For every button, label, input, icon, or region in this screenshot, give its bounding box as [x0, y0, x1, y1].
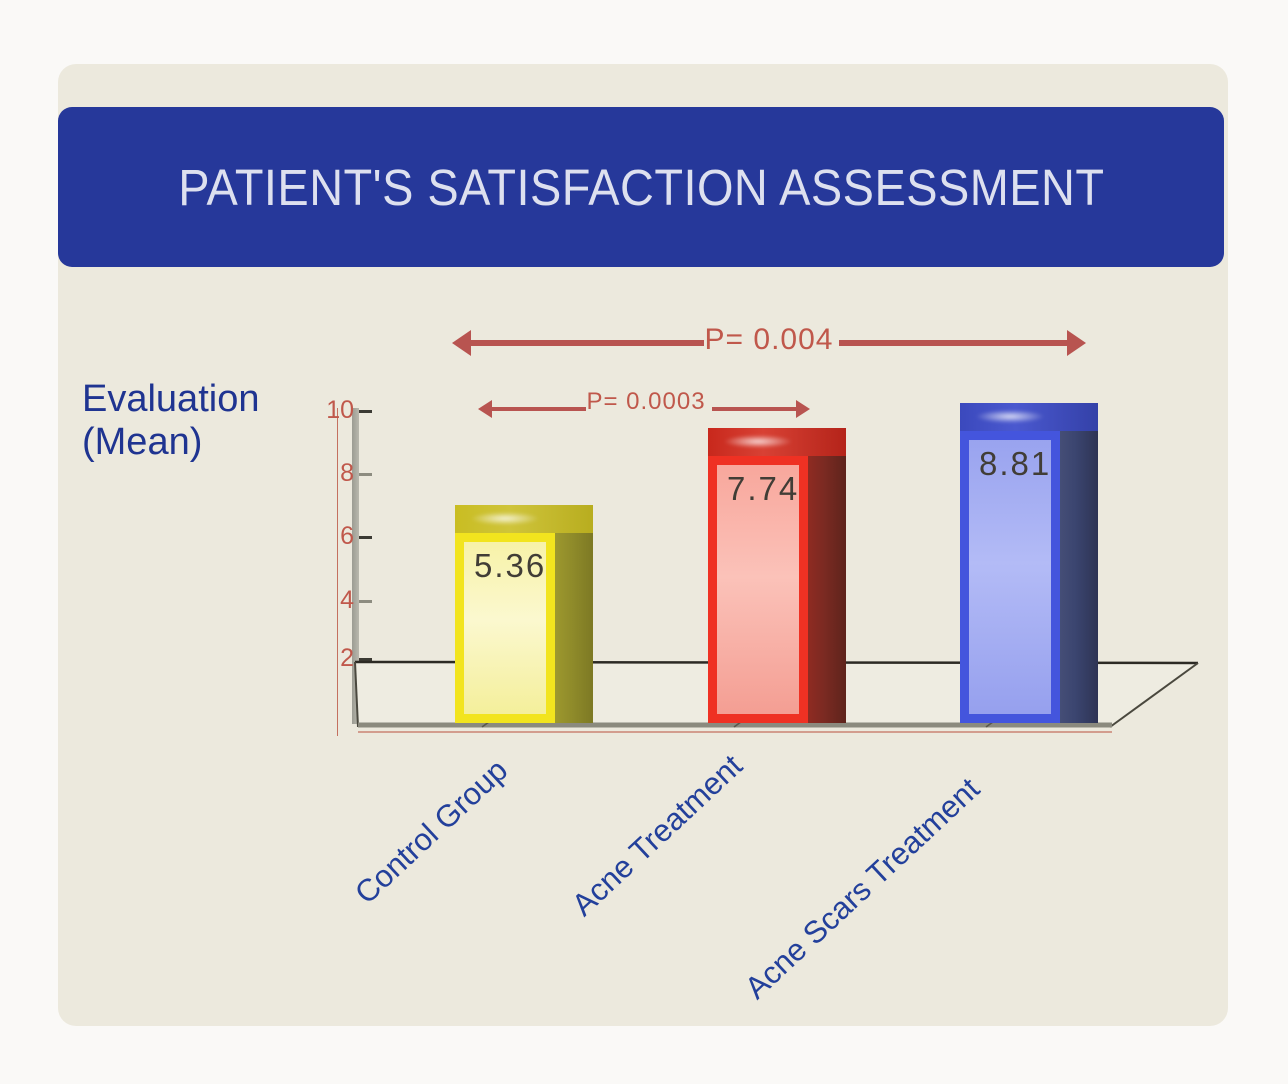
- y-tick-10: [359, 410, 372, 413]
- bar-front-inner-1: [464, 542, 546, 714]
- bar-acne-scars-treatment[interactable]: 8.81: [960, 403, 1100, 723]
- bar-top-face-1: [455, 505, 593, 533]
- arrow-head-left-icon-2: [478, 400, 492, 418]
- p-value-label-upper: P= 0.004: [704, 323, 834, 356]
- bar-top-gloss-2: [724, 435, 792, 448]
- p-value-annotation-lower: P= 0.0003: [478, 388, 810, 420]
- bar-acne-treatment[interactable]: 7.74: [708, 428, 848, 723]
- arrow-line-left-1: [469, 340, 704, 346]
- y-axis-label-8: 8: [340, 459, 354, 487]
- y-tick-8: [359, 473, 372, 476]
- title-banner: PATIENT'S SATISFACTION ASSESSMENT: [58, 107, 1224, 267]
- y-axis-label-10: 10: [326, 396, 354, 424]
- bar-front-inner-3: [969, 440, 1051, 714]
- x-axis-category-label-3: Acne Scars Treatment: [738, 770, 987, 1006]
- arrow-head-right-icon-1: [1067, 330, 1086, 356]
- bar-top-face-3: [960, 403, 1098, 431]
- bar-front-face-2: [708, 456, 808, 723]
- p-value-annotation-upper: P= 0.004: [452, 323, 1086, 357]
- bar-control-group[interactable]: 5.36: [455, 505, 595, 723]
- y-axis-line: [352, 408, 359, 724]
- y-axis-rule: [337, 408, 338, 736]
- y-axis-label-6: 6: [340, 522, 354, 550]
- y-tick-6: [359, 536, 372, 539]
- arrow-line-left-2: [491, 407, 586, 411]
- p-value-label-lower: P= 0.0003: [586, 388, 706, 415]
- y-tick-4: [359, 600, 372, 603]
- arrow-line-right-2: [712, 407, 797, 411]
- bar-side-face-2: [808, 456, 846, 723]
- bar-top-gloss-1: [471, 512, 539, 525]
- x-axis-category-label-1: Control Group: [348, 752, 515, 911]
- arrow-head-left-icon-1: [452, 330, 471, 356]
- bar-side-face-3: [1060, 431, 1098, 723]
- bar-top-gloss-3: [976, 410, 1044, 423]
- y-axis-title-line1: Evaluation: [82, 378, 260, 420]
- bar-value-label-1: 5.36: [474, 547, 547, 584]
- y-axis-label-2: 2: [340, 644, 354, 672]
- y-tick-2: [359, 658, 372, 661]
- bar-front-inner-2: [717, 465, 799, 714]
- arrow-head-right-icon-2: [796, 400, 810, 418]
- x-axis-category-label-2: Acne Treatment: [565, 747, 749, 923]
- y-axis-title-line2: (Mean): [82, 420, 203, 463]
- y-axis-title: Evaluation (Mean): [82, 378, 322, 463]
- arrow-line-right-1: [839, 340, 1069, 346]
- bar-value-label-2: 7.74: [727, 470, 800, 507]
- bar-front-face-1: [455, 533, 555, 723]
- page-title: PATIENT'S SATISFACTION ASSESSMENT: [177, 158, 1105, 216]
- floor-left-edge: [354, 661, 359, 728]
- floor-right-edge: [1109, 662, 1199, 728]
- bar-value-label-3: 8.81: [979, 445, 1052, 482]
- y-axis-label-4: 4: [340, 586, 354, 614]
- bar-front-face-3: [960, 431, 1060, 723]
- bar-top-face-2: [708, 428, 846, 456]
- bar-side-face-1: [555, 533, 593, 723]
